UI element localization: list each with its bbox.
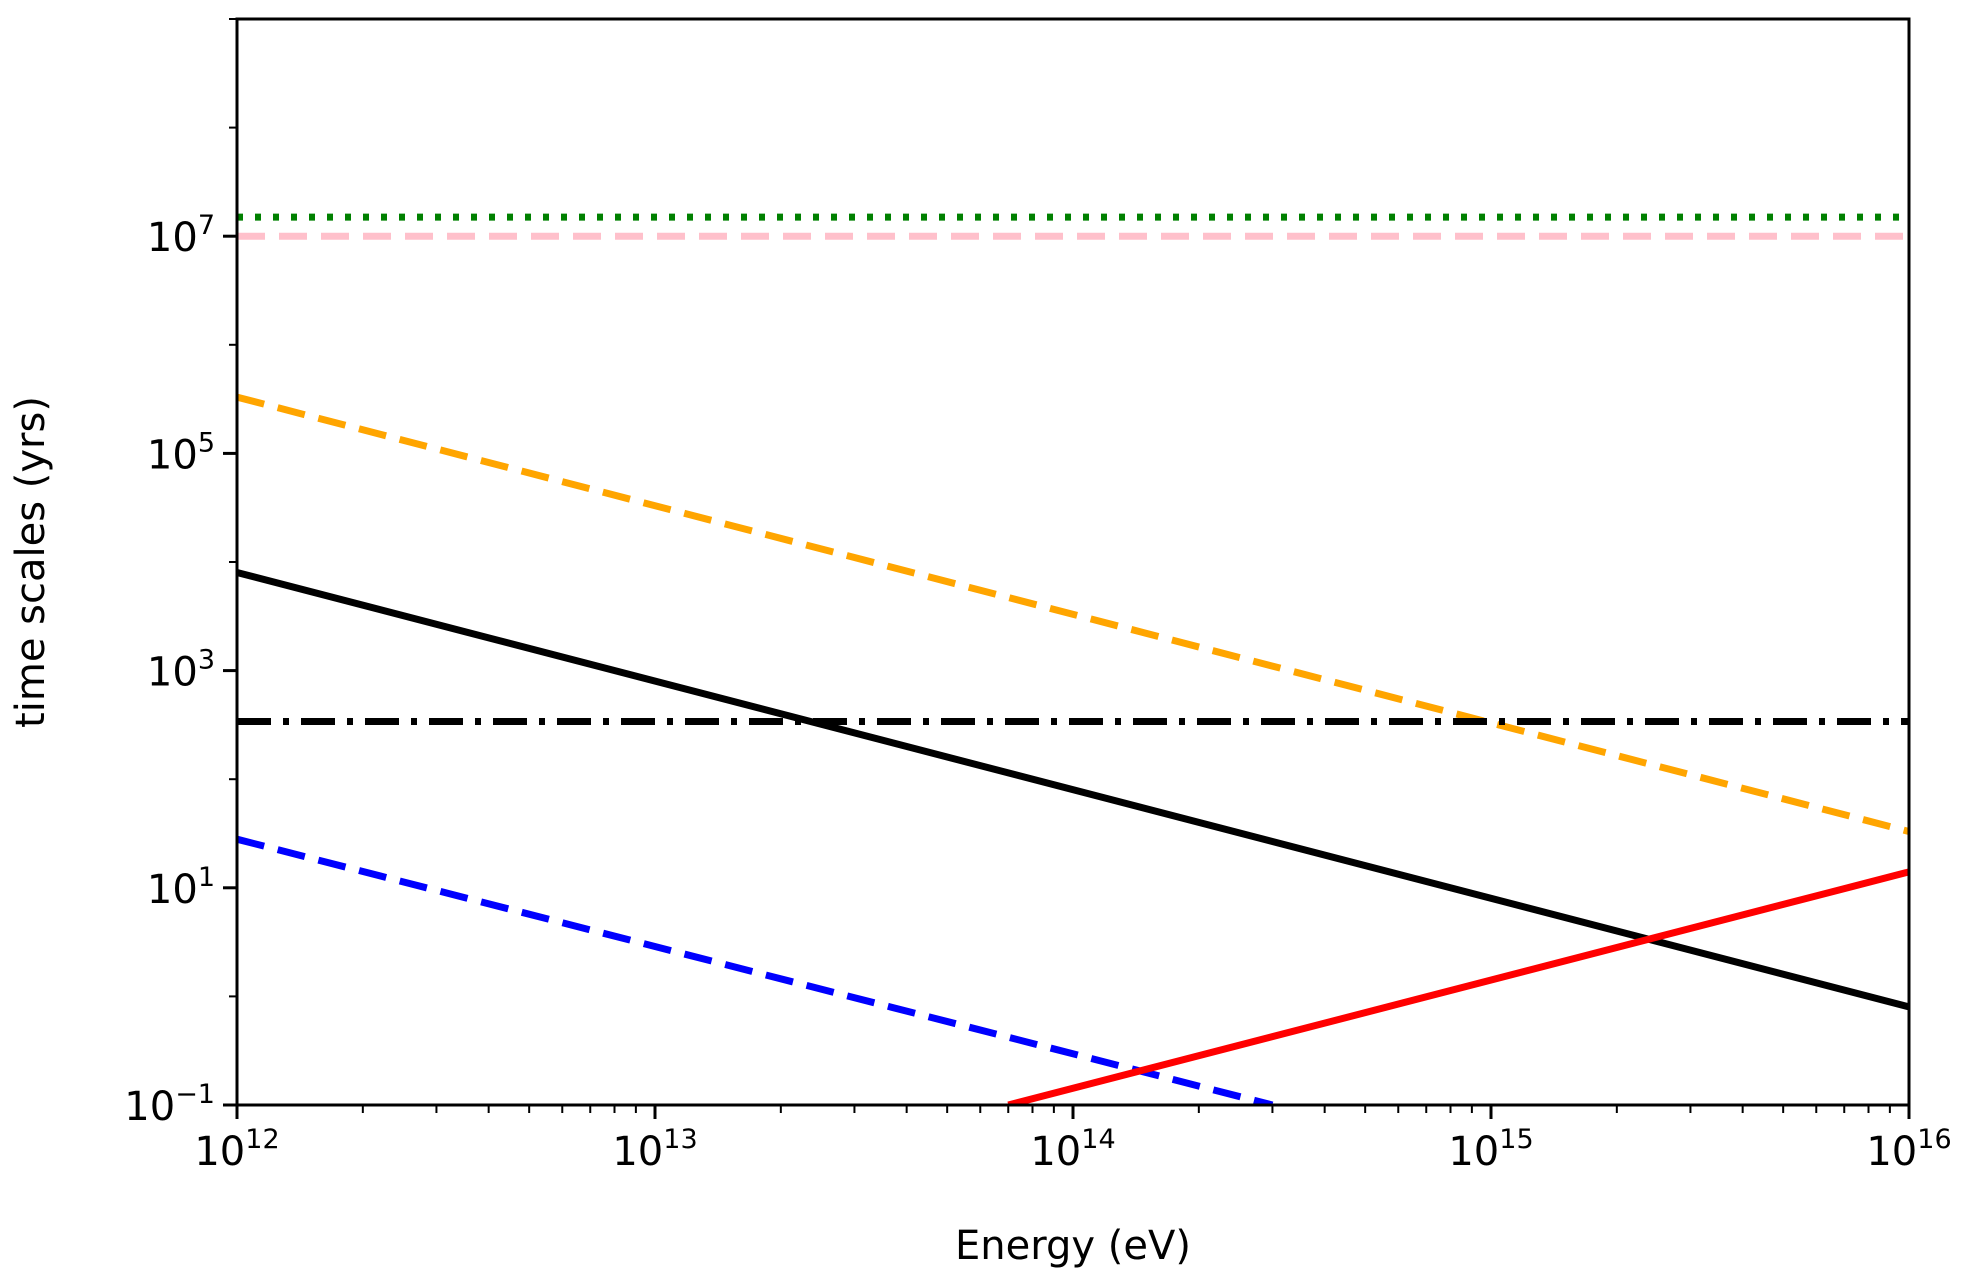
series-red-solid: [1007, 868, 1909, 1105]
ticks-layer: 1012 1013 1014 1015 1016 10−1 101 103 105 107: [124, 18, 1952, 1175]
y-tick-label: 105: [147, 427, 215, 478]
x-axis-label: Energy (eV): [955, 1223, 1191, 1269]
series-orange-dashed: [237, 393, 1909, 835]
series-layer: [237, 213, 1909, 1105]
x-tick-label: 1015: [1448, 1124, 1533, 1175]
y-tick-label: 103: [147, 645, 215, 696]
x-tick-label: 1013: [612, 1124, 697, 1175]
y-axis-label: time scales (yrs): [8, 396, 54, 728]
y-tick-label: 10−1: [124, 1079, 215, 1130]
x-tick-label: 1012: [194, 1124, 279, 1175]
y-tick-label: 101: [147, 862, 215, 913]
x-tick-label: 1016: [1866, 1124, 1951, 1175]
x-tick-label: 1014: [1030, 1124, 1115, 1175]
series-blue-dashed: [237, 835, 1274, 1105]
series-black-solid: [237, 569, 1909, 1011]
y-tick-label: 107: [147, 210, 215, 261]
